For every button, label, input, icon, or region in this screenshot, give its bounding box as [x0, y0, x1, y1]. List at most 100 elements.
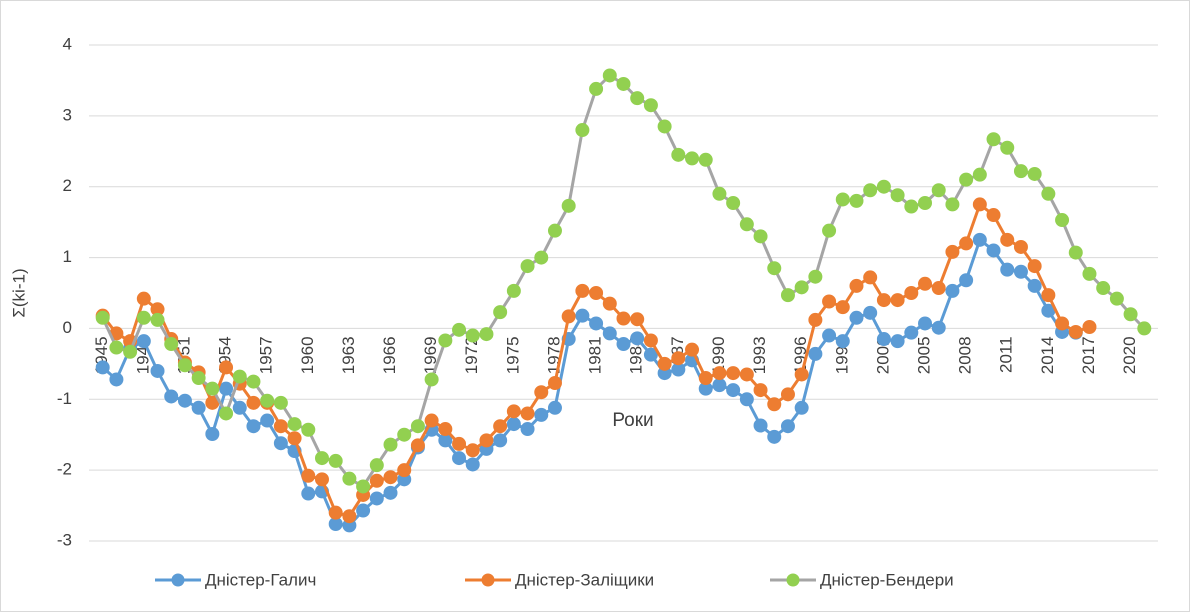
- series-marker: [671, 351, 686, 366]
- series-marker: [835, 334, 850, 349]
- series-marker: [876, 293, 891, 308]
- series-marker: [1096, 281, 1111, 296]
- series-marker: [739, 217, 754, 232]
- series-marker: [219, 406, 234, 421]
- series-marker: [589, 316, 604, 331]
- series-marker: [397, 427, 412, 442]
- series-marker: [657, 356, 672, 371]
- series-marker: [438, 422, 453, 437]
- x-tick-label: 2014: [1038, 336, 1057, 374]
- series-marker: [232, 369, 247, 384]
- series-marker: [383, 437, 398, 452]
- legend-label: Дністер-Заліщики: [515, 570, 654, 589]
- series-marker: [726, 366, 741, 381]
- series-marker: [191, 400, 206, 415]
- series-marker: [547, 223, 562, 238]
- series-marker: [1000, 232, 1015, 247]
- series-marker: [465, 443, 480, 458]
- x-tick-label: 2002: [873, 336, 892, 374]
- series-marker: [849, 278, 864, 293]
- series-marker: [726, 383, 741, 398]
- series-marker: [150, 363, 165, 378]
- x-tick-label: 1972: [462, 336, 481, 374]
- x-tick-label: 1993: [750, 336, 769, 374]
- series-marker: [1013, 264, 1028, 279]
- series-marker: [685, 151, 700, 166]
- series-marker: [547, 400, 562, 415]
- series-marker: [602, 326, 617, 341]
- series-marker: [959, 273, 974, 288]
- series-marker: [808, 346, 823, 361]
- series-marker: [547, 375, 562, 390]
- series-marker: [959, 236, 974, 251]
- series-marker: [506, 283, 521, 298]
- series-marker: [136, 334, 151, 349]
- series-marker: [890, 334, 905, 349]
- series-marker: [630, 331, 645, 346]
- series-marker: [726, 196, 741, 211]
- series-marker: [301, 468, 316, 483]
- series-marker: [314, 472, 329, 487]
- series-marker: [109, 372, 124, 387]
- series-marker: [410, 438, 425, 453]
- series-marker: [918, 316, 933, 331]
- series-marker: [918, 196, 933, 211]
- y-tick-label: -1: [57, 389, 72, 408]
- series-marker: [1082, 320, 1097, 335]
- series-marker: [493, 433, 508, 448]
- series-marker: [506, 417, 521, 432]
- series-marker: [972, 197, 987, 212]
- series-marker: [1000, 140, 1015, 155]
- series-marker: [822, 328, 837, 343]
- series-marker: [959, 172, 974, 187]
- series-marker: [123, 344, 138, 359]
- series-marker: [767, 429, 782, 444]
- series-marker: [356, 503, 371, 518]
- series-marker: [780, 387, 795, 402]
- series-marker: [657, 119, 672, 134]
- series-marker: [1055, 213, 1070, 228]
- series-marker: [561, 198, 576, 213]
- x-tick-label: 1966: [380, 336, 399, 374]
- y-tick-label: 2: [63, 176, 72, 195]
- series-marker: [260, 393, 275, 408]
- series-marker: [301, 422, 316, 437]
- x-tick-label: 2020: [1120, 336, 1139, 374]
- series-marker: [849, 310, 864, 325]
- series-marker: [301, 486, 316, 501]
- series-marker: [136, 291, 151, 306]
- series-marker: [589, 286, 604, 300]
- series-marker: [904, 286, 919, 300]
- series-marker: [712, 186, 727, 201]
- series-marker: [424, 413, 439, 428]
- series-marker: [918, 276, 933, 291]
- series-marker: [945, 197, 960, 212]
- series-marker: [698, 371, 713, 386]
- series-marker: [424, 372, 439, 387]
- series-marker: [1013, 239, 1028, 254]
- series-marker: [219, 381, 234, 396]
- series-marker: [863, 183, 878, 198]
- series-marker: [876, 179, 891, 194]
- series-marker: [1082, 266, 1097, 281]
- x-tick-label: 2011: [997, 336, 1016, 373]
- y-tick-label: -2: [57, 460, 72, 479]
- series-marker: [205, 427, 220, 442]
- series-marker: [273, 436, 288, 451]
- series-marker: [780, 288, 795, 303]
- series-marker: [808, 269, 823, 284]
- series-marker: [1013, 164, 1028, 179]
- series-marker: [712, 366, 727, 381]
- series-marker: [890, 188, 905, 203]
- series-marker: [616, 337, 631, 352]
- legend-marker: [481, 573, 495, 587]
- series-marker: [835, 300, 850, 315]
- y-tick-label: 4: [63, 34, 72, 53]
- series-marker: [1068, 324, 1083, 339]
- series-marker: [739, 392, 754, 407]
- series-marker: [493, 419, 508, 434]
- series-marker: [452, 322, 467, 337]
- series-marker: [369, 473, 384, 488]
- series-marker: [438, 333, 453, 348]
